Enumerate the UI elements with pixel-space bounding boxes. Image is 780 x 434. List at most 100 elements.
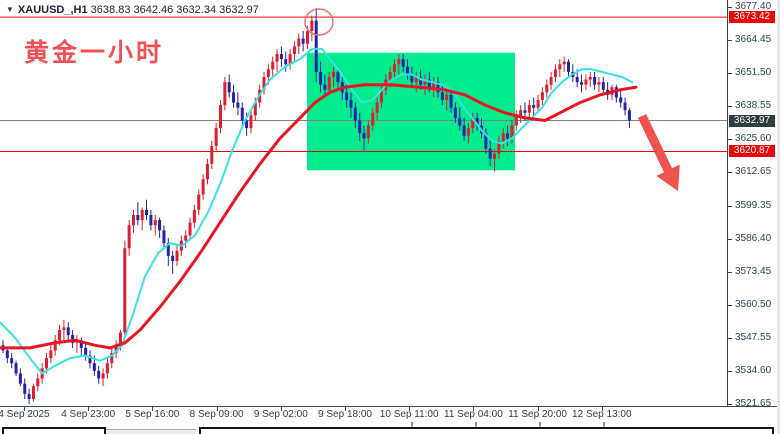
time-tick-label: 9 Sep 02:00: [253, 409, 308, 420]
candle-body: [527, 105, 531, 113]
candle-body: [201, 179, 205, 195]
candle-body: [184, 235, 188, 241]
circle-annotation[interactable]: [304, 8, 334, 36]
time-tick-mark: [24, 407, 25, 411]
chart-title: ▼ XAUUSD_,H1 3638.83 3642.46 3632.34 3632…: [6, 4, 259, 16]
candle-body: [110, 352, 114, 364]
candle-body: [584, 79, 588, 85]
candle-body: [379, 89, 383, 103]
candle-body: [453, 107, 457, 118]
candle-body: [132, 215, 135, 226]
candle-body: [236, 102, 240, 108]
candle-body: [97, 370, 101, 379]
candle-body: [249, 115, 253, 129]
annotation-text: 黄金一小时: [24, 39, 165, 67]
taskbar-icon-mark: [539, 422, 541, 427]
candle-body: [553, 69, 557, 78]
price-tick-label: 3625.60: [727, 133, 772, 145]
candle-body: [514, 115, 518, 126]
candle-body: [410, 74, 414, 83]
candle-body: [284, 59, 288, 65]
candle-body: [62, 327, 66, 330]
candle-body: [501, 133, 505, 141]
candle-body: [197, 194, 201, 210]
price-axis[interactable]: 3677.40 3664.45 3651.50 3638.55 3625.60 3612.…: [727, 0, 778, 420]
candle-body: [214, 128, 218, 147]
time-tick-label: 9 Sep 18:00: [318, 409, 372, 420]
candle-body: [362, 133, 366, 139]
candle-body: [219, 105, 222, 129]
candle-body: [349, 100, 353, 108]
candle-body: [14, 363, 18, 374]
candle-body: [58, 329, 62, 341]
candle-body: [310, 20, 314, 32]
candle-body: [301, 38, 305, 44]
candle-body: [475, 117, 479, 126]
taskbar-button-fragment[interactable]: [199, 427, 774, 434]
candle-body: [192, 209, 196, 223]
highlight-rectangle[interactable]: [307, 52, 515, 171]
candle-body: [145, 209, 149, 216]
time-tick-mark: [88, 407, 90, 411]
candle-body: [306, 31, 309, 44]
candle-body: [166, 243, 170, 256]
time-tick-label: 5 Sep 16:00: [125, 409, 180, 420]
candle-body: [440, 92, 444, 101]
price-tick-label: 3573.45: [727, 265, 772, 277]
taskbar-button-fragment[interactable]: [2, 427, 106, 434]
candle-body: [371, 112, 375, 126]
time-axis[interactable]: 4 Sep 2025 4 Sep 23:00 5 Sep 16:00 8 Sep 09…: [0, 406, 777, 421]
price-tick-label: 3638.55: [727, 100, 772, 112]
time-tick-label: 10 Sep 11:00: [379, 409, 439, 420]
price-tick-label: 3560.50: [727, 298, 772, 310]
taskbar-icon-mark: [475, 422, 477, 427]
candle-body: [79, 340, 83, 348]
taskbar-fragment: [0, 420, 780, 434]
price-badge: 3620.87: [729, 145, 775, 158]
price-tick-label: 3599.35: [727, 199, 772, 211]
candle-body: [540, 92, 544, 101]
down-arrow-annotation[interactable]: [637, 114, 680, 191]
candle-body: [158, 220, 162, 231]
candle-body: [323, 84, 327, 90]
window-edge: [777, 0, 780, 434]
candle-body: [127, 225, 131, 249]
candle-body: [227, 82, 231, 93]
taskbar-icon-mark: [411, 422, 413, 427]
candle-body: [84, 347, 88, 356]
candle-body: [292, 46, 296, 55]
candle-body: [279, 54, 283, 60]
ohlc-values: 3638.83 3642.46 3632.34 3632.97: [90, 4, 259, 16]
candle-body: [366, 125, 370, 139]
time-tick-mark: [601, 407, 603, 411]
candle-body: [271, 61, 275, 70]
candle-body: [92, 363, 96, 371]
candle-body: [523, 110, 527, 113]
symbol-dropdown-icon[interactable]: ▼: [6, 5, 14, 14]
candle-body: [567, 61, 570, 72]
candle-body: [149, 215, 153, 226]
time-tick-label: 4 Sep 23:00: [61, 409, 116, 420]
candle-body: [549, 77, 553, 85]
candle-body: [597, 82, 601, 85]
candle-body: [123, 248, 127, 333]
candle-body: [462, 125, 466, 136]
candle-body: [575, 77, 579, 83]
time-tick-mark: [473, 407, 475, 411]
candle-body: [401, 59, 405, 67]
candle-body: [436, 82, 440, 93]
candle-body: [588, 77, 592, 80]
candle-body: [23, 383, 27, 394]
price-tick-label: 3534.60: [727, 364, 772, 376]
candle-body: [88, 355, 92, 364]
candle-body: [223, 82, 227, 106]
candlestick-chart[interactable]: [0, 0, 727, 406]
candle-body: [245, 120, 249, 129]
taskbar-segment-fragment[interactable]: [106, 429, 196, 434]
candle-body: [49, 350, 53, 359]
price-tick-label: 3677.40: [727, 1, 772, 12]
price-chart[interactable]: ▼ XAUUSD_,H1 3638.83 3642.46 3632.34 3632…: [0, 0, 727, 406]
candle-body: [388, 71, 392, 80]
candle-body: [101, 373, 105, 379]
candle-body: [153, 220, 157, 226]
